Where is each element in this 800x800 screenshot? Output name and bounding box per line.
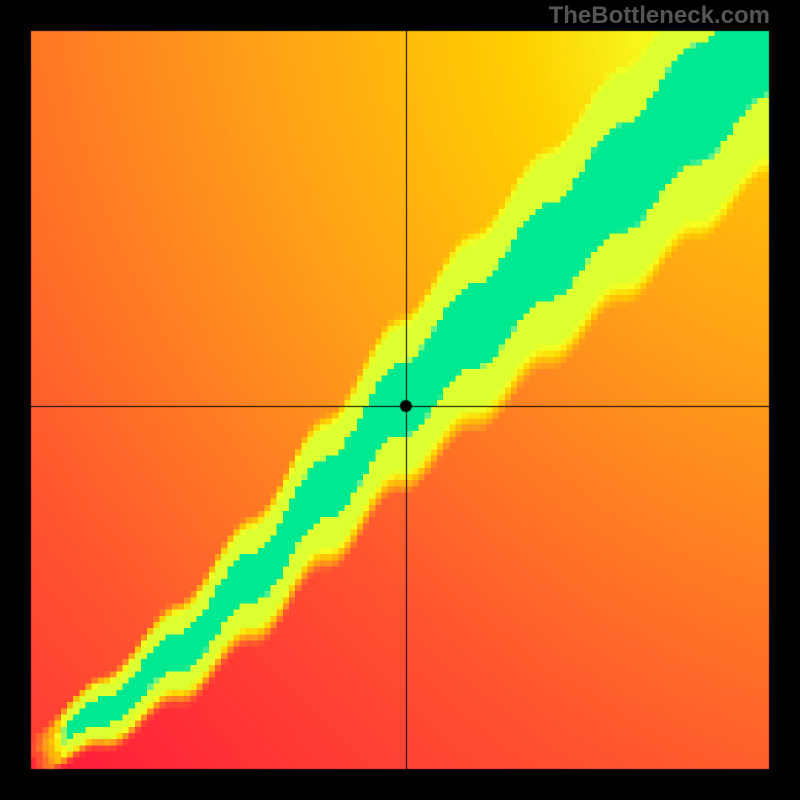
chart-wrapper: TheBottleneck.com [0, 0, 800, 800]
watermark-label: TheBottleneck.com [549, 2, 770, 30]
bottleneck-heatmap [30, 30, 770, 770]
